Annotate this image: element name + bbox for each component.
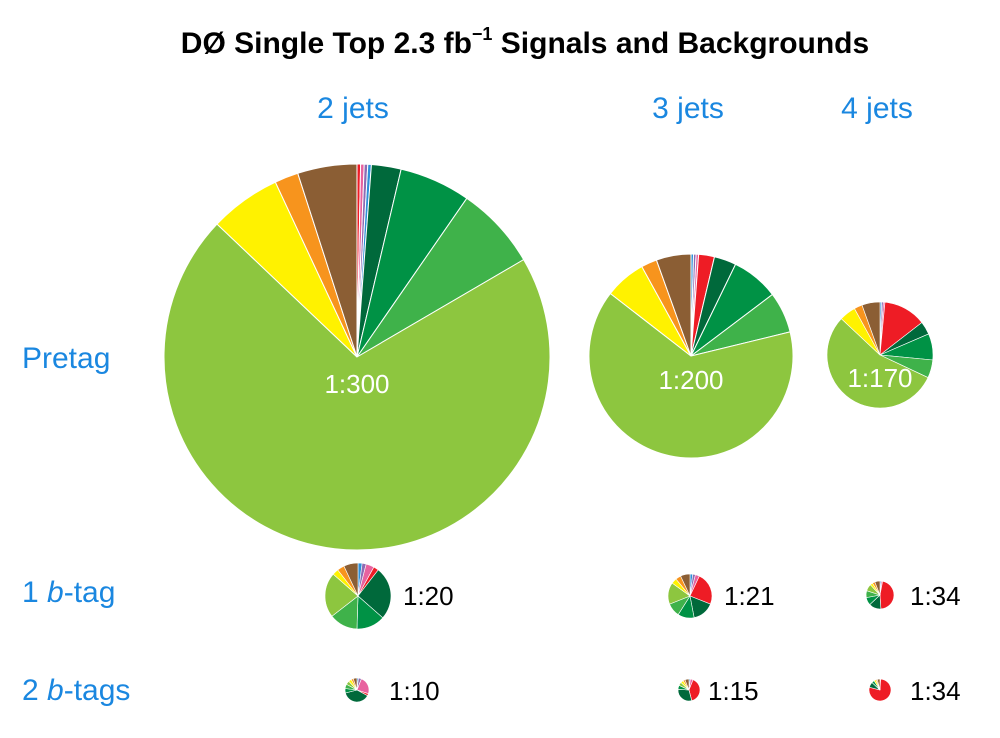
column-label-3-jets: 3 jets — [652, 92, 724, 125]
pie-r2-c2 — [868, 678, 892, 702]
pie-r0-c0 — [163, 163, 551, 551]
ratio-label: 1:10 — [389, 676, 440, 706]
column-label-4-jets: 4 jets — [841, 92, 913, 125]
ratio-label: 1:20 — [403, 581, 454, 611]
pie-slice — [879, 580, 895, 610]
pie-slice — [876, 678, 881, 691]
chart-title: DØ Single Top 2.3 fb−1 Signals and Backg… — [181, 24, 869, 60]
column-label-2-jets: 2 jets — [317, 92, 389, 125]
row-label-1-b-tag: 1 b-tag — [22, 576, 115, 609]
pie-slice — [689, 575, 713, 605]
pie-r0-c1 — [588, 253, 794, 459]
pie-slice — [684, 678, 690, 691]
ratio-label: 1:21 — [724, 581, 775, 611]
chart-title-main: DØ Single Top 2.3 fb — [181, 27, 472, 60]
pie-slice — [874, 580, 881, 596]
pie-r1-c1 — [667, 573, 713, 619]
pie-slice — [655, 253, 692, 357]
pie-slice — [688, 679, 701, 702]
pie-slice — [343, 562, 359, 597]
pie-r1-c0 — [324, 562, 392, 630]
pie-slice — [588, 292, 794, 459]
chart-title-rest: Signals and Backgrounds — [492, 27, 869, 60]
pie-slice — [297, 163, 358, 358]
pie-slice — [680, 573, 691, 597]
pie-slice — [826, 318, 929, 409]
pie-r0-c2 — [826, 301, 934, 409]
ratio-label: 1:15 — [708, 676, 759, 706]
column-labels: 2 jets 3 jets 4 jets — [317, 92, 913, 125]
pie-r1-c2 — [865, 580, 895, 610]
ratio-label: 1:300 — [324, 369, 389, 399]
ratio-label: 1:200 — [658, 365, 723, 395]
pie-slice — [324, 573, 359, 617]
pie-slice — [163, 223, 551, 551]
pie-r2-c0 — [344, 677, 370, 703]
ratio-label: 1:170 — [847, 363, 912, 393]
pie-r2-c1 — [677, 678, 701, 702]
ratio-label: 1:34 — [910, 581, 961, 611]
ratio-label: 1:34 — [910, 676, 961, 706]
row-label-pretag: Pretag — [22, 342, 110, 375]
pies: 1:300 1:200 1:170 1:20 1:21 1:34 1:10 1:15 1:34 — [163, 163, 961, 706]
pie-slice — [357, 569, 392, 619]
row-labels: Pretag 1 b-tag 2 b-tags — [22, 342, 130, 707]
chart-title-superscript: −1 — [472, 24, 493, 44]
pie-slice — [861, 301, 881, 356]
pie-slice — [352, 677, 358, 691]
pie-slice — [345, 689, 368, 703]
pie-slice — [868, 678, 892, 702]
row-label-2-b-tags: 2 b-tags — [22, 674, 130, 707]
